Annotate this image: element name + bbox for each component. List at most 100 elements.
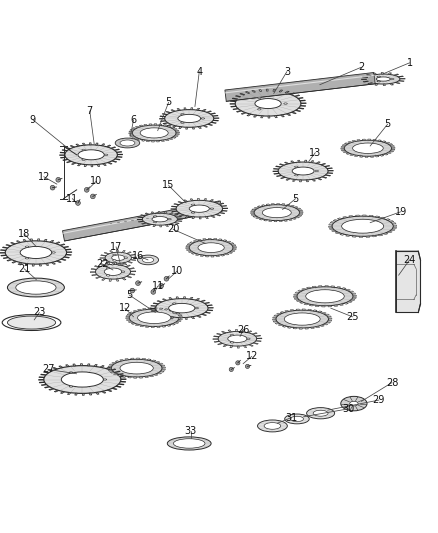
Polygon shape	[107, 262, 110, 265]
Ellipse shape	[95, 264, 131, 279]
Polygon shape	[53, 367, 57, 369]
Polygon shape	[39, 379, 44, 380]
Polygon shape	[114, 262, 117, 264]
Polygon shape	[195, 254, 199, 256]
Ellipse shape	[230, 342, 233, 343]
Polygon shape	[133, 310, 138, 312]
Polygon shape	[95, 143, 98, 145]
Polygon shape	[375, 84, 378, 85]
Polygon shape	[165, 139, 169, 141]
Polygon shape	[354, 155, 358, 157]
Ellipse shape	[165, 110, 214, 127]
Polygon shape	[298, 108, 304, 109]
Polygon shape	[392, 227, 397, 229]
Polygon shape	[359, 236, 363, 238]
Ellipse shape	[20, 246, 52, 259]
Polygon shape	[294, 298, 298, 300]
Polygon shape	[208, 124, 213, 126]
Ellipse shape	[25, 257, 29, 259]
Polygon shape	[130, 312, 134, 313]
Polygon shape	[116, 279, 119, 281]
Polygon shape	[318, 311, 322, 312]
Circle shape	[159, 284, 163, 288]
Polygon shape	[212, 115, 218, 116]
Polygon shape	[291, 112, 296, 114]
Polygon shape	[221, 255, 225, 256]
Circle shape	[236, 361, 240, 365]
Ellipse shape	[297, 287, 353, 306]
Polygon shape	[179, 317, 183, 318]
Polygon shape	[166, 325, 171, 326]
Polygon shape	[293, 328, 297, 329]
Polygon shape	[118, 374, 124, 375]
Polygon shape	[169, 138, 173, 140]
Polygon shape	[339, 304, 343, 305]
Ellipse shape	[353, 143, 383, 154]
Polygon shape	[129, 134, 133, 136]
Polygon shape	[237, 346, 239, 348]
Ellipse shape	[189, 239, 233, 256]
Polygon shape	[207, 111, 212, 112]
Polygon shape	[154, 308, 157, 309]
Polygon shape	[159, 124, 162, 125]
Polygon shape	[208, 238, 211, 240]
Text: 30: 30	[342, 404, 354, 414]
Polygon shape	[137, 139, 141, 140]
Polygon shape	[158, 314, 163, 316]
Polygon shape	[389, 151, 394, 152]
Polygon shape	[95, 277, 101, 279]
Polygon shape	[135, 126, 140, 127]
Polygon shape	[134, 138, 138, 139]
Polygon shape	[12, 261, 17, 263]
Polygon shape	[366, 75, 371, 76]
Polygon shape	[191, 108, 193, 110]
Polygon shape	[286, 114, 291, 116]
Polygon shape	[75, 393, 78, 395]
Polygon shape	[207, 310, 213, 311]
Polygon shape	[268, 116, 270, 118]
Polygon shape	[328, 318, 332, 319]
Text: 17: 17	[110, 242, 122, 252]
Polygon shape	[259, 90, 261, 92]
Polygon shape	[151, 310, 157, 311]
Text: 26: 26	[237, 325, 249, 335]
Polygon shape	[400, 78, 405, 79]
Polygon shape	[184, 297, 186, 298]
Polygon shape	[1, 255, 6, 256]
Ellipse shape	[113, 254, 116, 256]
Polygon shape	[395, 82, 400, 84]
Polygon shape	[286, 179, 290, 180]
Polygon shape	[169, 213, 173, 214]
Polygon shape	[131, 271, 136, 272]
Ellipse shape	[230, 335, 233, 336]
Polygon shape	[232, 98, 238, 99]
Ellipse shape	[115, 138, 140, 148]
Polygon shape	[341, 147, 345, 148]
Ellipse shape	[121, 271, 125, 272]
Polygon shape	[281, 115, 284, 117]
Polygon shape	[153, 225, 156, 227]
Polygon shape	[219, 212, 225, 214]
Polygon shape	[67, 161, 71, 163]
Polygon shape	[205, 216, 208, 219]
Polygon shape	[100, 258, 105, 259]
Polygon shape	[172, 137, 176, 138]
Polygon shape	[391, 149, 395, 150]
Polygon shape	[115, 371, 120, 373]
Ellipse shape	[254, 205, 300, 221]
Polygon shape	[344, 143, 349, 144]
Polygon shape	[272, 204, 275, 205]
Polygon shape	[200, 255, 204, 256]
Polygon shape	[171, 206, 177, 207]
Polygon shape	[162, 299, 167, 301]
Ellipse shape	[180, 122, 184, 123]
Polygon shape	[309, 304, 314, 306]
Ellipse shape	[44, 366, 121, 393]
Polygon shape	[320, 325, 325, 327]
Polygon shape	[191, 253, 196, 254]
Polygon shape	[315, 305, 319, 307]
Polygon shape	[131, 358, 134, 359]
Polygon shape	[228, 330, 231, 332]
Polygon shape	[298, 160, 300, 162]
Polygon shape	[23, 239, 26, 241]
